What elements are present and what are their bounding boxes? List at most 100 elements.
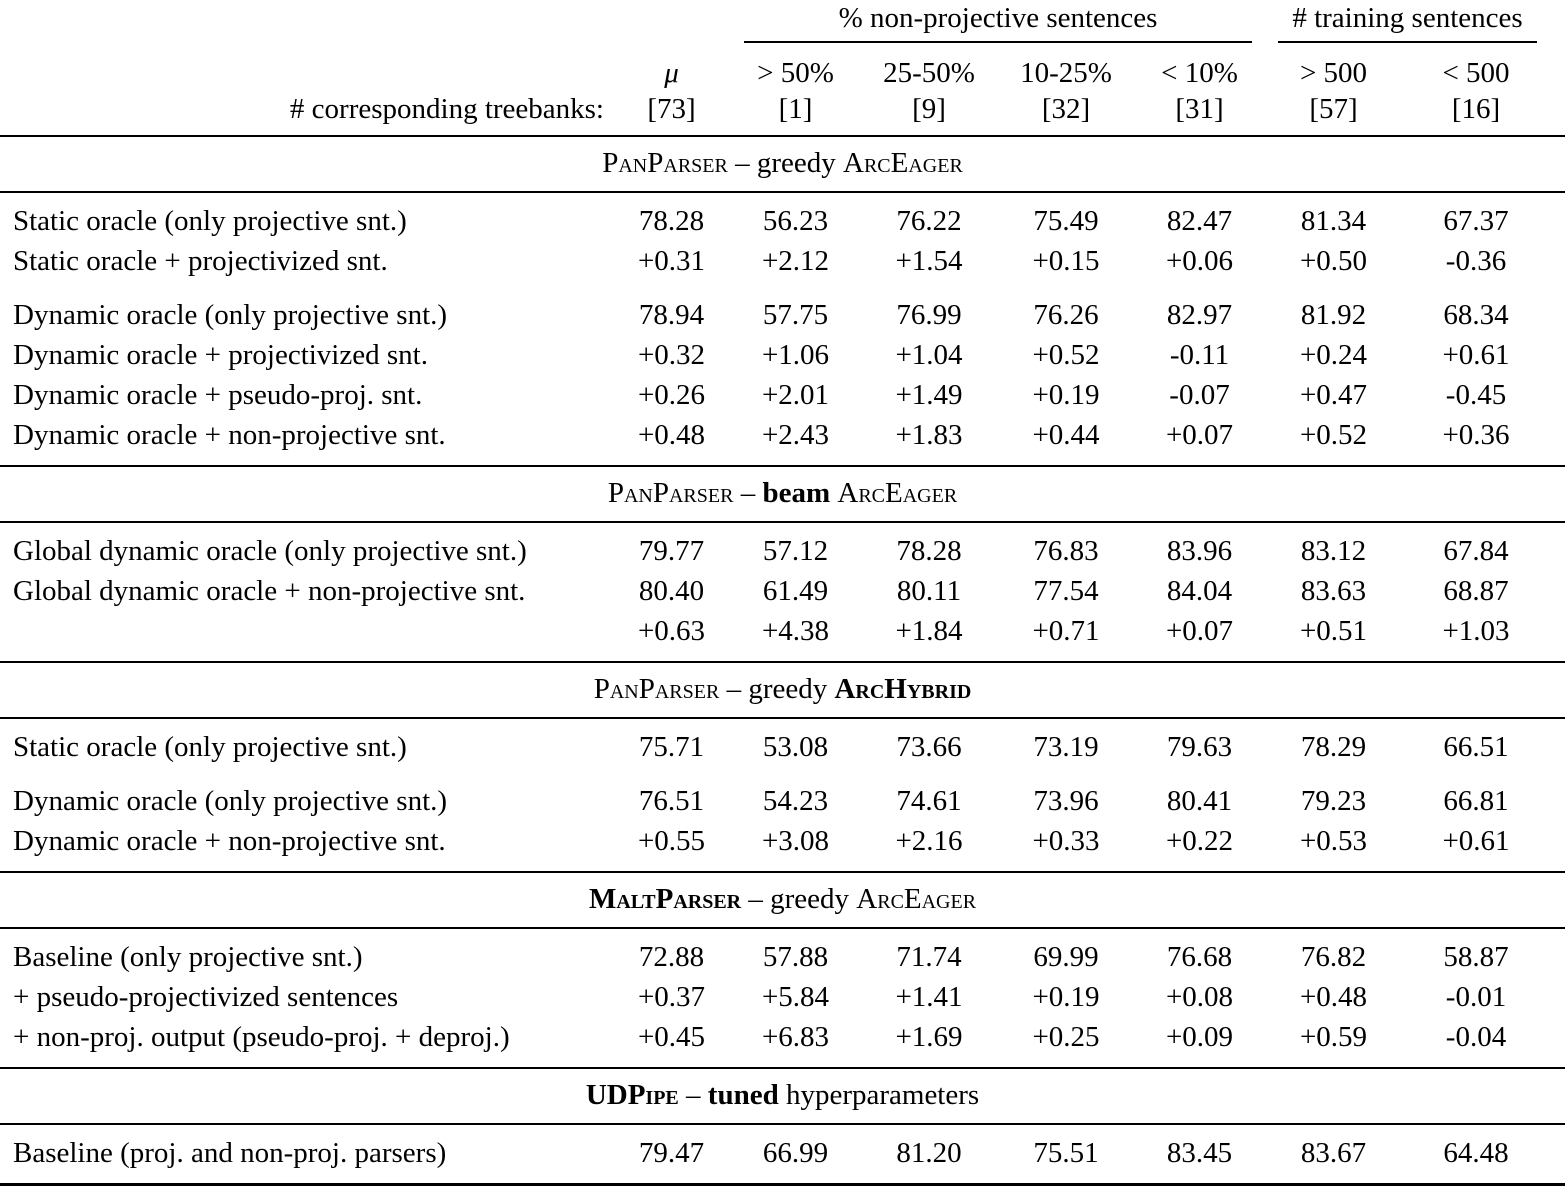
- section-title-segment: MaltParser: [588, 883, 742, 915]
- table-row: Dynamic oracle + projectivized snt. +0.32…: [0, 335, 1565, 375]
- value-cell: +0.50: [1299, 245, 1368, 277]
- row-label: Static oracle + projectivized snt.: [13, 245, 388, 277]
- value-cell: +1.04: [895, 339, 963, 371]
- value-cell: 73.19: [1033, 731, 1099, 763]
- row-label: Static oracle (only projective snt.): [13, 205, 407, 237]
- value-cell: +1.69: [895, 1021, 963, 1053]
- value-cell: 84.04: [1166, 575, 1233, 607]
- value-cell: 58.87: [1443, 941, 1509, 973]
- treebank-count-lt10: [31]: [1175, 93, 1224, 125]
- column-header-row: μ > 50% 25-50% 10-25% < 10% > 500 < 500: [0, 43, 1565, 90]
- value-cell: 57.75: [762, 299, 829, 331]
- training-group-rule: # training sentences: [1278, 2, 1538, 43]
- value-cell: 76.83: [1033, 535, 1099, 567]
- row-spacer: [0, 767, 1565, 781]
- value-cell: 57.12: [762, 535, 829, 567]
- table-row: +0.63 +4.38 +1.84 +0.71 +0.07 +0.51 +1.03: [0, 611, 1565, 662]
- value-cell: +0.71: [1032, 615, 1100, 647]
- value-cell: +0.48: [637, 419, 706, 451]
- value-cell: +0.22: [1165, 825, 1234, 857]
- value-cell: +0.09: [1165, 1021, 1234, 1053]
- section-title: PanParser – beam ArcEager: [0, 465, 1565, 523]
- section-title: PanParser – greedy ArcHybrid: [0, 661, 1565, 719]
- value-cell: 82.97: [1166, 299, 1233, 331]
- section-title-segment: ArcEager: [843, 147, 963, 179]
- value-cell: +0.07: [1165, 419, 1234, 451]
- value-cell: +0.44: [1032, 419, 1100, 451]
- section-title-segment: PanParser: [602, 147, 728, 179]
- value-cell: 79.77: [638, 535, 705, 567]
- section-title-segment: ArcHybrid: [834, 673, 972, 705]
- value-cell: +0.55: [637, 825, 706, 857]
- section-title-segment: PanParser: [607, 477, 734, 509]
- table-row: Dynamic oracle (only projective snt.) 76.…: [0, 781, 1565, 821]
- value-cell: +1.06: [761, 339, 830, 371]
- value-cell: +0.53: [1299, 825, 1368, 857]
- column-header-lt10: < 10%: [1161, 57, 1238, 89]
- value-cell: 54.23: [762, 785, 829, 817]
- value-cell: +0.07: [1165, 615, 1234, 647]
- treebank-count-lt500: [16]: [1451, 93, 1501, 125]
- treebank-count-25-50: [9]: [912, 93, 946, 125]
- treebank-count-10-25: [32]: [1041, 93, 1091, 125]
- row-label: Dynamic oracle + non-projective snt.: [13, 419, 446, 451]
- value-cell: -0.36: [1445, 245, 1507, 277]
- row-label: Static oracle (only projective snt.): [13, 731, 407, 763]
- value-cell: -0.01: [1445, 981, 1507, 1013]
- value-cell: +0.26: [637, 379, 706, 411]
- section-maltparser-greedy-arceager: MaltParser – greedy ArcEager Baseline (on…: [0, 871, 1565, 1068]
- value-cell: +0.51: [1299, 615, 1368, 647]
- table-header: % non-projective sentences # training se…: [0, 0, 1565, 136]
- value-cell: 76.68: [1166, 941, 1233, 973]
- section-title-segment: – greedy: [727, 147, 843, 179]
- value-cell: +5.84: [761, 981, 830, 1013]
- value-cell: 66.51: [1443, 731, 1509, 763]
- section-title-segment: beam: [762, 477, 831, 509]
- section-title-row: PanParser – beam ArcEager: [0, 465, 1565, 523]
- treebank-count-gt50: [1]: [778, 93, 813, 125]
- table-row: Dynamic oracle + non-projective snt. +0.5…: [0, 821, 1565, 872]
- table-row: Baseline (only projective snt.) 72.88 57.8…: [0, 928, 1565, 977]
- table-row: + non-proj. output (pseudo-proj. + depro…: [0, 1017, 1565, 1068]
- section-title-row: PanParser – greedy ArcEager: [0, 135, 1565, 193]
- section-title-segment: PanParser: [593, 673, 720, 705]
- table-row: Global dynamic oracle + non-projective s…: [0, 571, 1565, 611]
- nonprojective-group-label: % non-projective sentences: [838, 2, 1158, 34]
- section-title-segment: – greedy: [719, 673, 835, 705]
- table-row: + pseudo-projectivized sentences +0.37 +5.…: [0, 977, 1565, 1017]
- value-cell: +2.16: [895, 825, 963, 857]
- value-cell: 81.92: [1300, 299, 1367, 331]
- value-cell: +0.33: [1032, 825, 1100, 857]
- row-label: + non-proj. output (pseudo-proj. + depro…: [13, 1021, 510, 1053]
- value-cell: 76.99: [896, 299, 962, 331]
- value-cell: +0.45: [637, 1021, 706, 1053]
- section-title-segment: –: [733, 477, 763, 509]
- value-cell: +0.59: [1299, 1021, 1368, 1053]
- value-cell: +1.84: [895, 615, 963, 647]
- row-label: Dynamic oracle + pseudo-proj. snt.: [13, 379, 423, 411]
- value-cell: 80.40: [638, 575, 705, 607]
- value-cell: 66.81: [1443, 785, 1509, 817]
- value-cell: 83.63: [1300, 575, 1367, 607]
- row-label: Dynamic oracle + non-projective snt.: [13, 825, 446, 857]
- row-spacer: [0, 281, 1565, 295]
- value-cell: 75.71: [638, 731, 705, 763]
- section-title: UDPipe – tuned hyperparameters: [0, 1067, 1565, 1125]
- value-cell: 83.45: [1166, 1137, 1233, 1169]
- value-cell: -0.07: [1169, 379, 1230, 411]
- value-cell: +0.47: [1299, 379, 1368, 411]
- table-row: Global dynamic oracle (only projective s…: [0, 522, 1565, 571]
- nonprojective-group-rule: % non-projective sentences: [744, 2, 1252, 43]
- value-cell: +0.48: [1299, 981, 1368, 1013]
- value-cell: 67.37: [1443, 205, 1509, 237]
- value-cell: 83.12: [1300, 535, 1367, 567]
- value-cell: +0.52: [1032, 339, 1100, 371]
- table-row: Dynamic oracle + pseudo-proj. snt. +0.26 +…: [0, 375, 1565, 415]
- column-header-25-50: 25-50%: [883, 57, 975, 89]
- value-cell: 79.23: [1300, 785, 1367, 817]
- value-cell: +4.38: [761, 615, 830, 647]
- value-cell: 67.84: [1443, 535, 1509, 567]
- value-cell: 79.47: [638, 1137, 705, 1169]
